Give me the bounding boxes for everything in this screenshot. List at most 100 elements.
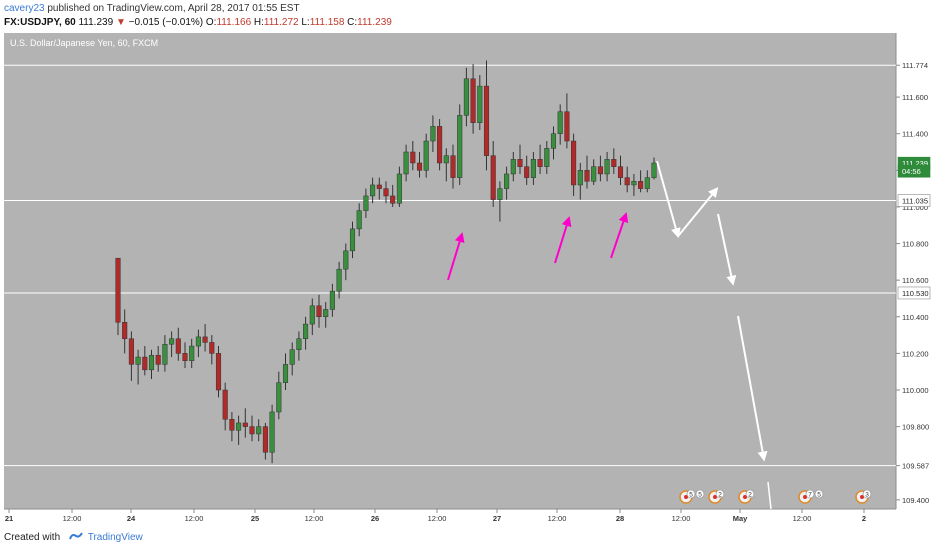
candle[interactable] [396, 166, 402, 207]
candle[interactable] [584, 155, 590, 189]
candle[interactable] [591, 159, 597, 185]
candle[interactable] [631, 173, 637, 196]
candle[interactable] [477, 75, 483, 131]
candle[interactable] [189, 338, 195, 369]
candle[interactable] [349, 221, 356, 259]
tradingview-link[interactable]: TradingView [87, 532, 143, 544]
candle[interactable] [236, 415, 242, 445]
candle[interactable] [269, 404, 275, 464]
candle[interactable] [470, 64, 476, 134]
candle[interactable] [617, 155, 624, 185]
candle[interactable] [256, 419, 262, 442]
candle[interactable] [249, 415, 255, 442]
candle[interactable] [296, 331, 302, 361]
candle[interactable] [537, 144, 543, 174]
magenta-arrow[interactable] [447, 232, 465, 281]
candle[interactable] [122, 309, 128, 354]
candle[interactable] [571, 133, 577, 196]
candle[interactable] [564, 93, 570, 149]
candle[interactable] [651, 157, 657, 180]
candle[interactable] [215, 346, 222, 398]
candle[interactable] [242, 408, 248, 438]
candle[interactable] [638, 170, 644, 193]
candle[interactable] [517, 144, 523, 174]
candle[interactable] [550, 126, 557, 160]
projection-arrow[interactable] [677, 187, 719, 237]
candle[interactable] [544, 141, 550, 174]
candle[interactable] [115, 257, 121, 336]
candle[interactable] [209, 335, 215, 365]
candle[interactable] [530, 152, 536, 185]
candle[interactable] [450, 144, 456, 189]
candle[interactable] [604, 152, 610, 182]
candle[interactable] [403, 144, 409, 182]
candle[interactable] [128, 331, 134, 381]
time-axis[interactable] [4, 509, 930, 525]
candle[interactable] [202, 324, 208, 352]
candle[interactable] [343, 243, 349, 281]
candle[interactable] [504, 166, 510, 200]
candle[interactable] [135, 349, 141, 385]
candle[interactable] [289, 342, 295, 376]
candle[interactable] [262, 422, 268, 460]
magenta-arrow[interactable] [610, 212, 629, 259]
candle[interactable] [316, 294, 322, 328]
candle[interactable] [363, 188, 369, 218]
candle[interactable] [410, 141, 416, 171]
candle[interactable] [309, 298, 315, 336]
candle[interactable] [329, 283, 335, 317]
candle[interactable] [577, 162, 583, 200]
event-icon[interactable]: 2 [738, 489, 755, 504]
candle[interactable] [497, 181, 503, 222]
candle[interactable] [383, 181, 389, 204]
candle[interactable] [195, 329, 201, 358]
candle[interactable] [148, 349, 155, 380]
candle[interactable] [222, 382, 228, 431]
candle[interactable] [490, 141, 496, 207]
low-value: 111.158 [309, 17, 345, 28]
candle[interactable] [303, 316, 309, 350]
candle[interactable] [416, 152, 423, 178]
projection-arrow[interactable] [656, 160, 681, 239]
candle[interactable] [142, 346, 148, 376]
symbol-label[interactable]: FX:USDJPY, 60 [4, 17, 76, 28]
candle[interactable] [524, 155, 530, 185]
candle[interactable] [162, 335, 168, 372]
projection-arrow[interactable] [717, 213, 737, 286]
candle[interactable] [483, 60, 490, 171]
price-axis[interactable] [896, 33, 930, 509]
candle[interactable] [597, 155, 603, 182]
author-link[interactable]: cavery23 [4, 3, 45, 14]
candle[interactable] [282, 353, 289, 390]
candle[interactable] [182, 342, 188, 369]
candle[interactable] [390, 184, 396, 207]
event-icon[interactable]: 3 [855, 489, 872, 504]
projection-arrow[interactable] [737, 315, 768, 462]
candle[interactable] [457, 104, 463, 185]
candle[interactable] [611, 148, 617, 174]
candle[interactable] [437, 119, 443, 171]
candle[interactable] [510, 152, 516, 182]
candle[interactable] [463, 67, 469, 127]
candle[interactable] [356, 203, 362, 237]
candle[interactable] [376, 177, 382, 200]
candle[interactable] [276, 371, 282, 420]
candle[interactable] [557, 104, 563, 145]
candle[interactable] [624, 166, 630, 193]
candle[interactable] [423, 133, 429, 178]
candle[interactable] [430, 115, 436, 152]
candle[interactable] [175, 327, 181, 361]
candle[interactable] [370, 177, 376, 204]
candle[interactable] [155, 346, 161, 372]
event-icon[interactable]: 2 [708, 489, 725, 504]
candle[interactable] [443, 148, 449, 182]
candle[interactable] [323, 302, 329, 328]
candle[interactable] [169, 331, 175, 358]
magenta-arrow[interactable] [554, 216, 572, 264]
candle[interactable] [336, 261, 342, 299]
candle[interactable] [229, 411, 235, 442]
candle[interactable] [644, 170, 650, 193]
